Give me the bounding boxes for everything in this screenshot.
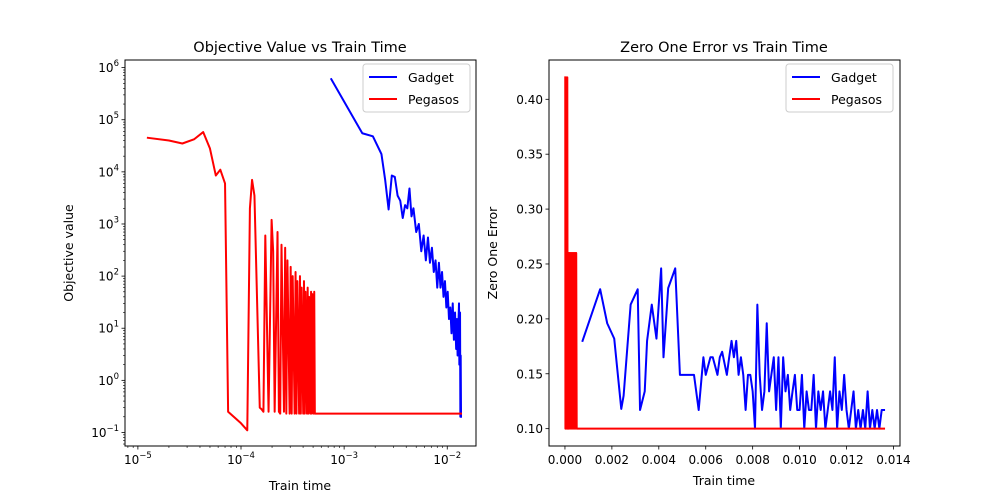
x-tick-label: 0.002: [595, 453, 629, 467]
y-tick-label: 0.15: [516, 367, 543, 381]
x-tick-label: 0.010: [782, 453, 816, 467]
y-tick-label: 106: [98, 59, 119, 75]
x-tick-label: 0.000: [548, 453, 582, 467]
legend-label-pegasos: Pegasos: [408, 92, 459, 107]
y-tick-label: 103: [98, 215, 119, 231]
y-tick-label: 102: [98, 268, 119, 284]
y-axis-label: Objective value: [61, 204, 76, 302]
axes: 0.000 0.002 0.004 0.006 0.008 0.010 0.012 0.014…: [516, 59, 911, 467]
series-line-gadget: [329, 77, 463, 418]
y-tick-label: 100: [98, 372, 119, 388]
x-tick-label: 0.014: [876, 453, 910, 467]
x-tick-label: 10−4: [227, 451, 255, 467]
series-line-pegasos: [564, 76, 886, 430]
x-axis-label: Train time: [268, 478, 332, 493]
y-tick-label: 0.20: [516, 312, 543, 326]
legend-label-gadget: Gadget: [408, 70, 454, 85]
plot-area: [146, 77, 463, 432]
y-tick-label: 101: [98, 320, 119, 336]
y-tick-label: 0.30: [516, 203, 543, 217]
series-group: [564, 76, 886, 430]
y-tick-label: 105: [98, 111, 119, 127]
x-tick-label: 10−2: [433, 451, 461, 467]
axes-frame: [124, 59, 477, 447]
series-line-gadget: [581, 267, 886, 430]
x-axis-label: Train time: [692, 473, 756, 488]
x-tick-label: 0.006: [689, 453, 723, 467]
y-tick-label: 10−1: [91, 424, 119, 440]
legend: Gadget Pegasos: [362, 63, 471, 113]
legend-label-pegasos: Pegasos: [831, 92, 882, 107]
x-tick-label: 0.008: [735, 453, 769, 467]
x-tick-label: 0.004: [642, 453, 676, 467]
legend-label-gadget: Gadget: [831, 70, 877, 85]
y-tick-label: 104: [98, 163, 119, 179]
axes: 10−5 10−4 10−3 10−2 10−1 100 101 102 103 104 105 10…: [91, 59, 477, 467]
objective-chart: Objective Value vs Train Time 10−5 10−4 10…: [61, 40, 477, 493]
y-tick-label: 0.35: [516, 148, 543, 162]
plot-area: [564, 76, 886, 430]
series-group: [146, 77, 463, 432]
y-tick-label: 0.25: [516, 257, 543, 271]
y-tick-label: 0.10: [516, 422, 543, 436]
series-line-pegasos: [146, 131, 463, 432]
chart-title: Zero One Error vs Train Time: [620, 40, 828, 56]
x-tick-label: 10−5: [124, 451, 152, 467]
error-chart: Zero One Error vs Train Time 0.000 0.002 0…: [485, 40, 911, 488]
legend: Gadget Pegasos: [785, 63, 894, 113]
axes-frame: [548, 59, 901, 447]
x-tick-label: 10−3: [330, 451, 358, 467]
y-tick-label: 0.40: [516, 93, 543, 107]
x-tick-label: 0.012: [829, 453, 863, 467]
chart-title: Objective Value vs Train Time: [193, 40, 407, 56]
y-axis-label: Zero One Error: [485, 206, 500, 299]
